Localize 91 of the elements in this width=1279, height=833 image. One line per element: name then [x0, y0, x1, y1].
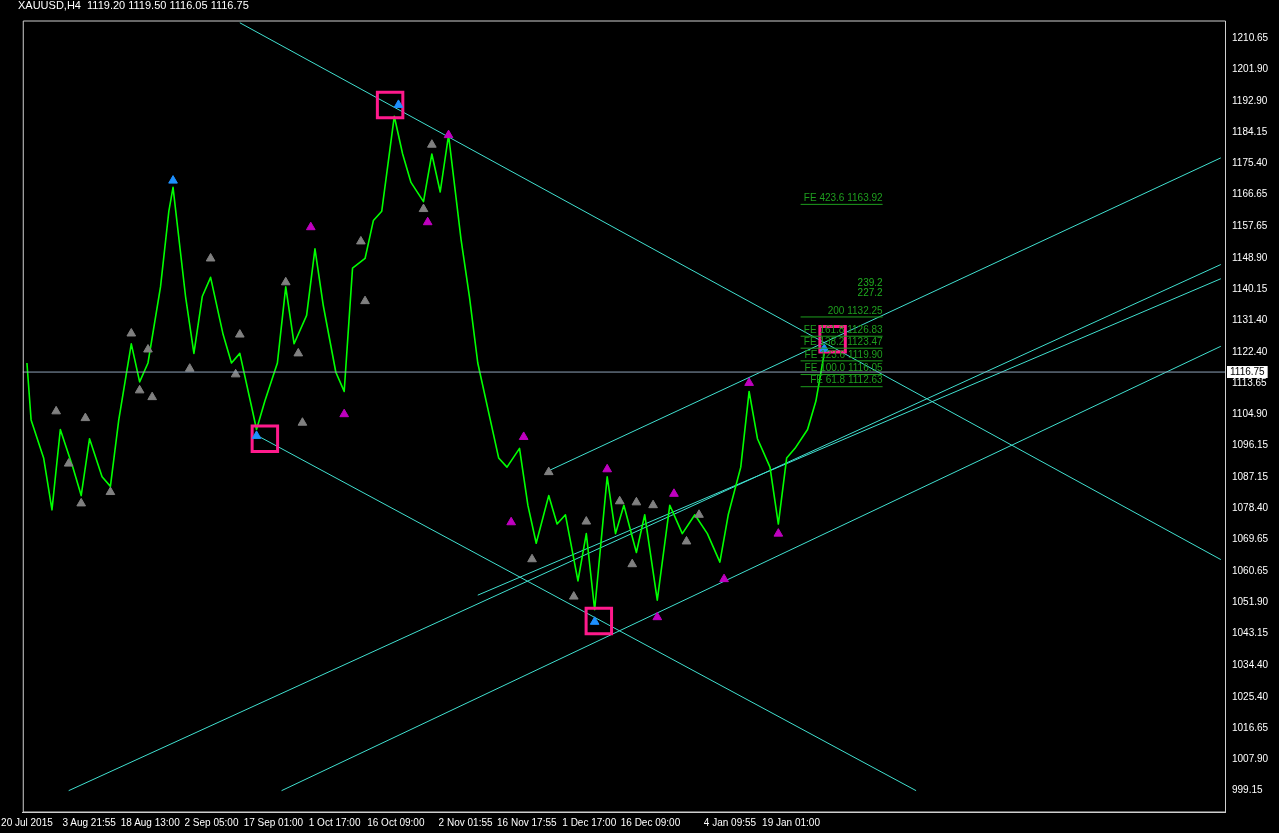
y-tick-label: 1104.90 — [1232, 407, 1268, 419]
point — [168, 175, 178, 184]
y-tick-label: 1069.65 — [1232, 533, 1269, 545]
x-tick-label: 16 Nov 17:55 — [497, 816, 557, 828]
y-tick-label: 1007.90 — [1232, 752, 1269, 764]
point — [250, 424, 280, 453]
point — [773, 528, 784, 537]
point — [293, 347, 304, 357]
point — [652, 611, 663, 621]
x-tick-label: 2 Sep 05:00 — [184, 816, 239, 828]
point — [251, 430, 262, 439]
y-tick-label: 1175.40 — [1232, 157, 1268, 169]
point — [568, 591, 579, 600]
y-tick-label: 1051.90 — [1232, 596, 1269, 608]
y-tick-label: 1184.15 — [1232, 126, 1268, 138]
point — [63, 458, 74, 467]
point — [443, 129, 454, 139]
y-tick-label: 1166.65 — [1232, 188, 1268, 200]
y-tick-label: 1210.65 — [1232, 31, 1269, 43]
y-tick-label: 1025.40 — [1232, 690, 1269, 702]
x-tick-label: 19 Jan 01:00 — [762, 816, 821, 828]
point — [602, 463, 613, 473]
point — [543, 466, 554, 476]
y-tick-label: 1113.65 — [1232, 376, 1268, 388]
y-tick-label: 1034.40 — [1232, 658, 1269, 670]
ref-line-label: 1116.75 — [1230, 365, 1266, 377]
point — [418, 203, 429, 213]
point — [360, 295, 370, 305]
point — [375, 90, 405, 120]
point — [297, 417, 308, 426]
point — [339, 408, 350, 418]
point — [356, 235, 366, 245]
point — [648, 499, 658, 509]
x-tick-label: 18 Aug 13:00 — [120, 816, 181, 828]
point — [126, 327, 137, 337]
y-tick-label: 1078.40 — [1232, 502, 1269, 514]
x-tick-label: 16 Dec 09:00 — [620, 816, 681, 828]
point — [134, 384, 145, 394]
point — [584, 606, 614, 636]
point — [76, 497, 87, 507]
point — [80, 412, 91, 422]
point — [669, 488, 679, 497]
chart-title: XAUUSD,H4 1119.20 1119.50 1116.05 1116.75 — [18, 0, 249, 12]
y-tick-label: 1192.90 — [1232, 95, 1268, 107]
point — [631, 496, 642, 506]
y-tick-label: 1201.90 — [1232, 63, 1269, 75]
point — [627, 558, 638, 568]
x-tick-label: 1 Dec 17:00 — [562, 816, 617, 828]
y-tick-label: 1087.15 — [1232, 471, 1269, 483]
x-tick-label: 20 Jul 2015 — [1, 816, 54, 828]
point — [305, 221, 316, 231]
ref-line-label: FE 423.6 1163.92 — [803, 192, 884, 204]
point — [422, 216, 433, 226]
point — [184, 363, 195, 372]
x-tick-label: 17 Sep 01:00 — [243, 816, 304, 828]
y-tick-label: 1131.40 — [1232, 313, 1268, 325]
x-tick-label: 2 Nov 01:55 — [438, 816, 493, 828]
y-tick-label: 1043.15 — [1232, 627, 1269, 639]
y-tick-label: 999.15 — [1232, 783, 1264, 795]
annotation: 239.2 — [857, 277, 884, 289]
y-tick-label: 1148.90 — [1232, 251, 1268, 263]
point — [427, 139, 437, 148]
y-tick-label: 1140.15 — [1232, 282, 1268, 294]
y-tick-label: 1060.65 — [1232, 565, 1269, 577]
point — [143, 343, 153, 353]
point — [235, 329, 245, 338]
point — [506, 516, 516, 526]
point — [719, 573, 729, 583]
x-tick-label: 1 Oct 17:00 — [308, 816, 361, 828]
x-tick-label: 16 Oct 09:00 — [367, 816, 425, 828]
x-tick-label: 4 Jan 09:55 — [703, 816, 757, 828]
annotation: 227.2 — [857, 286, 884, 298]
point — [105, 486, 116, 496]
point — [681, 535, 692, 545]
y-tick-label: 1122.40 — [1232, 345, 1268, 357]
point — [393, 99, 404, 108]
ref-line-label: 200 1132.25 — [827, 304, 884, 316]
point — [518, 431, 529, 440]
point — [527, 553, 537, 563]
point — [614, 495, 625, 505]
y-tick-label: 1157.65 — [1232, 220, 1268, 232]
point — [694, 509, 704, 518]
point — [581, 516, 592, 525]
y-tick-label: 1016.65 — [1232, 721, 1269, 733]
point — [280, 276, 291, 286]
x-tick-label: 3 Aug 21:55 — [62, 816, 117, 828]
point — [147, 391, 157, 401]
point — [744, 377, 754, 386]
point — [51, 405, 61, 415]
y-tick-label: 1096.15 — [1232, 439, 1269, 451]
point — [205, 252, 216, 262]
